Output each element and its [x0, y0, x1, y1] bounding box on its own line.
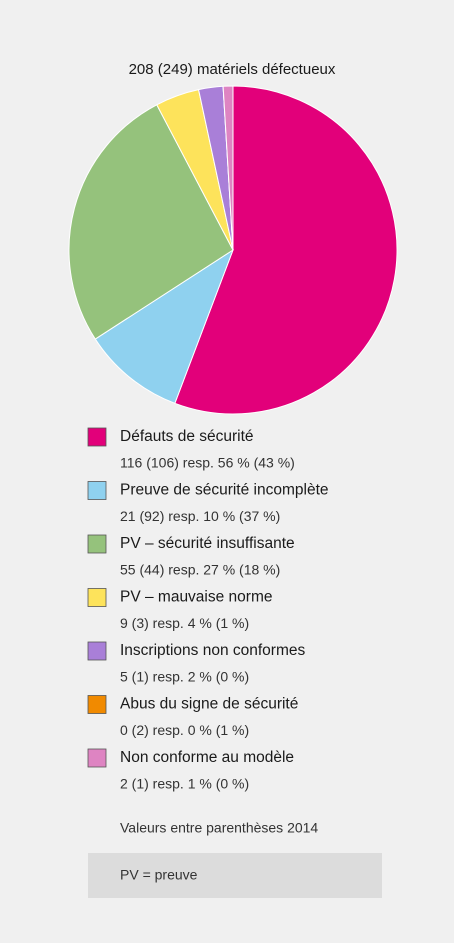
- legend-label: Preuve de sécurité incomplète: [120, 482, 329, 499]
- value-label: 55 (44) resp. 27 % (18 %): [120, 562, 280, 578]
- pie-slice: [68, 104, 234, 340]
- legend-swatch: [87, 748, 107, 768]
- note: Valeurs entre parenthèses 2014: [120, 820, 318, 836]
- value-label: 9 (3) resp. 4 % (1 %): [120, 615, 249, 631]
- note-box: [88, 853, 382, 898]
- legend-label: Inscriptions non conformes: [120, 642, 305, 659]
- note: PV = preuve: [120, 867, 198, 883]
- legend-swatch: [87, 534, 107, 554]
- legend-swatch: [87, 481, 107, 500]
- pie-slice: [174, 85, 398, 415]
- legend-label: PV – sécurité insuffisante: [120, 535, 295, 552]
- value-label: 0 (2) resp. 0 % (1 %): [120, 722, 249, 738]
- chart-title: 208 (249) matériels défectueux: [129, 61, 336, 78]
- legend-swatch: [87, 588, 107, 607]
- value-label: 2 (1) resp. 1 % (0 %): [120, 776, 249, 792]
- value-label: 5 (1) resp. 2 % (0 %): [120, 669, 249, 685]
- legend-swatch: [87, 641, 107, 661]
- pie-slice: [94, 248, 235, 404]
- legend-label: Défauts de sécurité: [120, 428, 254, 445]
- legend-label: Abus du signe de sécurité: [120, 696, 298, 713]
- legend-label: PV – mauvaise norme: [120, 589, 273, 606]
- legend-swatch: [87, 695, 107, 714]
- pie-slice: [222, 85, 234, 251]
- legend-label: Non conforme au modèle: [120, 749, 294, 766]
- value-label: 21 (92) resp. 10 % (37 %): [120, 508, 280, 524]
- value-label: 116 (106) resp. 56 % (43 %): [120, 455, 295, 471]
- legend-swatch: [87, 427, 107, 447]
